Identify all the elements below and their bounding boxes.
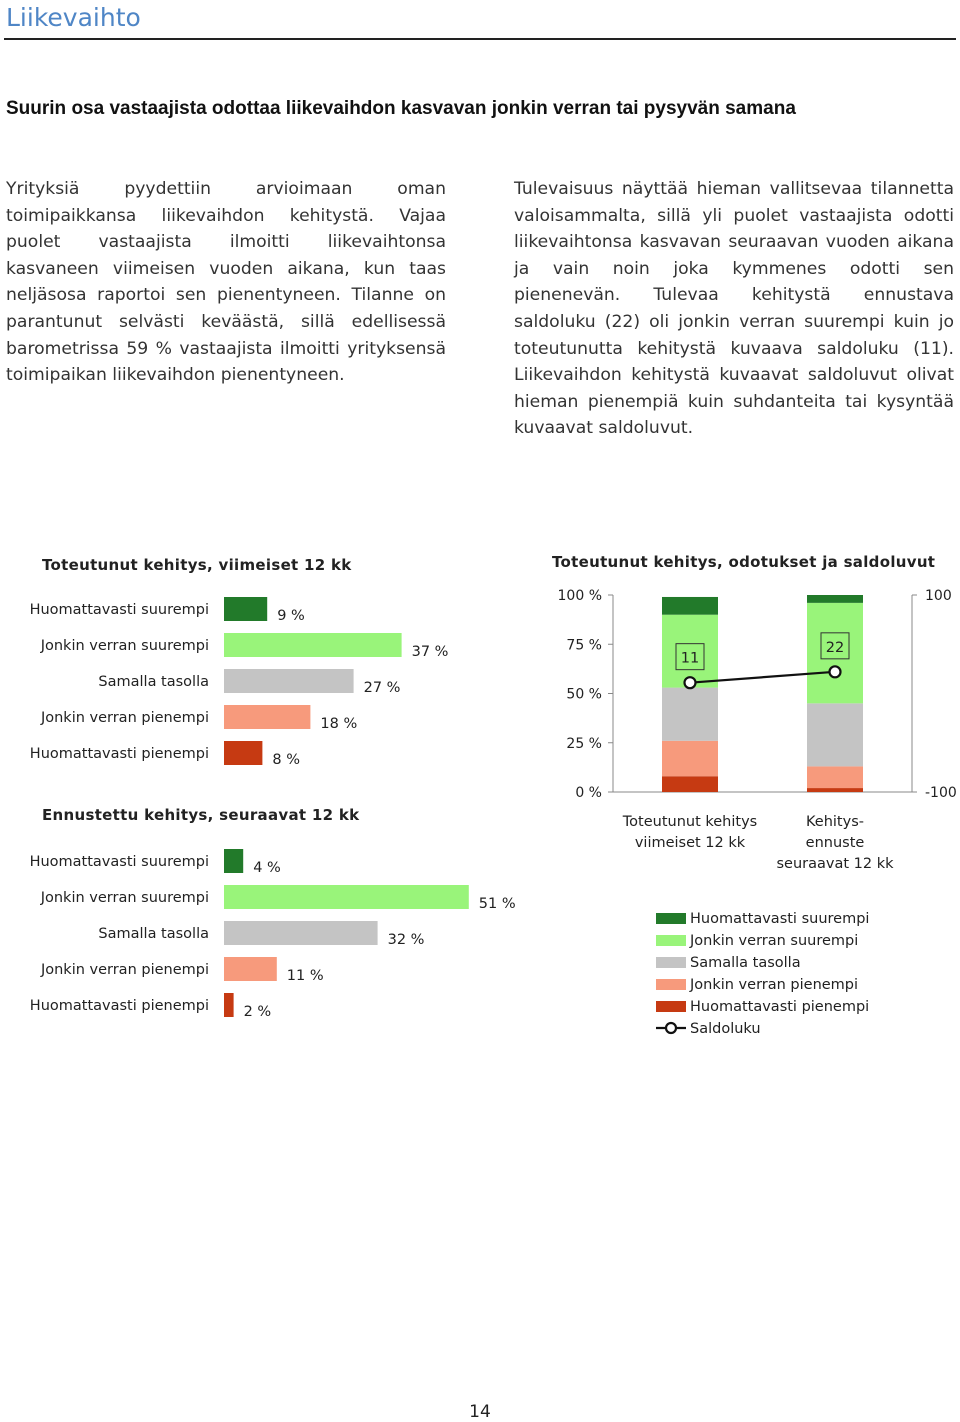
legend-label: Huomattavasti suurempi [690,911,869,927]
legend-swatch-jonkin-verran-pienempi [656,979,686,990]
stacked-y2-tick-label: 100 [925,588,952,604]
saldoluku-data-label: 22 [826,640,844,656]
title-rule [4,38,956,40]
hbar-category-label: Huomattavasti suurempi [30,602,209,618]
legend-label: Jonkin verran pienempi [689,977,858,993]
stacked-category-label: Kehitys- [806,814,864,830]
hbar-bar-samalla-tasolla [224,921,378,945]
hbar-value-label: 18 % [320,716,357,732]
stacked-segment-jonkin-verran-pienempi [807,766,863,789]
stacked-category-label: Toteutunut kehitys [622,814,757,830]
saldoluku-point [683,676,697,690]
hbar-value-label: 32 % [388,932,425,948]
hbar-bar-huomattavasti-suurempi [224,597,268,621]
hbar-bar-samalla-tasolla [224,669,354,693]
legend-label: Huomattavasti pienempi [690,999,869,1015]
hbar-bar-jonkin-verran-suurempi [224,633,402,657]
hbar-bar-huomattavasti-pienempi [224,741,263,765]
hbar-value-label: 4 % [253,860,281,876]
legend-label: Saldoluku [690,1021,761,1037]
hbar-bar-huomattavasti-pienempi [224,993,234,1017]
stacked-y-tick-label: 75 % [566,637,602,653]
hbar-category-label: Jonkin verran pienempi [40,710,209,726]
saldoluku-label-box [820,632,850,660]
hbar-value-label: 9 % [277,608,305,624]
hbar-bar-jonkin-verran-pienempi [224,957,277,981]
legend-marker-saldoluku [664,1021,678,1035]
legend-swatch-huomattavasti-pienempi [656,1001,686,1012]
stacked-segment-jonkin-verran-suurempi [807,602,863,704]
legend-swatch-samalla-tasolla [656,957,686,968]
stacked-segment-huomattavasti-suurempi [662,596,718,615]
stacked-segment-samalla-tasolla [662,687,718,741]
legend-label: Samalla tasolla [690,955,801,971]
stacked-y-tick-label: 100 % [558,588,602,604]
hbar-value-label: 27 % [364,680,401,696]
stacked-category-label: seuraavat 12 kk [776,856,894,872]
hbar-category-label: Samalla tasolla [98,926,209,942]
saldoluku-label-box [675,643,705,671]
stacked-segment-huomattavasti-pienempi [662,776,718,792]
headline: Suurin osa vastaajista odottaa liikevaih… [6,98,796,119]
stacked-segment-huomattavasti-suurempi [807,595,863,603]
stacked-segment-jonkin-verran-suurempi [662,614,718,688]
hbar-title-1: Ennustettu kehitys, seuraavat 12 kk [42,806,360,824]
legend-swatch-jonkin-verran-suurempi [656,935,686,946]
hbar-category-label: Huomattavasti pienempi [30,998,209,1014]
section-title: Liikevaihto [6,3,141,32]
hbar-value-label: 37 % [412,644,449,660]
hbar-bar-jonkin-verran-pienempi [224,705,311,729]
body-text-right: Tulevaisuus näyttää hieman vallitsevaa t… [514,179,954,439]
saldoluku-line [689,670,836,684]
hbar-value-label: 51 % [479,896,516,912]
hbar-title-0: Toteutunut kehitys, viimeiset 12 kk [42,556,352,574]
legend-label: Jonkin verran suurempi [689,933,858,949]
stacked-category-label: viimeiset 12 kk [635,835,746,851]
hbar-category-label: Jonkin verran pienempi [40,962,209,978]
legend-swatch-huomattavasti-suurempi [656,913,686,924]
stacked-segment-jonkin-verran-pienempi [662,740,718,777]
hbar-value-label: 8 % [272,752,300,768]
stacked-y-tick-label: 25 % [566,736,602,752]
hbar-category-label: Huomattavasti pienempi [30,746,209,762]
stacked-segment-samalla-tasolla [807,703,863,767]
stacked-y-tick-label: 50 % [566,687,602,703]
stacked-y2-tick-label: -100 [925,785,957,801]
saldoluku-data-label: 11 [681,651,699,667]
hbar-bar-jonkin-verran-suurempi [224,885,469,909]
hbar-category-label: Huomattavasti suurempi [30,854,209,870]
hbar-category-label: Samalla tasolla [98,674,209,690]
hbar-category-label: Jonkin verran suurempi [40,638,209,654]
stacked-category-label: ennuste [806,835,865,851]
hbar-value-label: 11 % [287,968,324,984]
hbar-category-label: Jonkin verran suurempi [40,890,209,906]
page-number: 14 [469,1402,491,1422]
hbar-value-label: 2 % [244,1004,272,1020]
saldoluku-point [828,665,842,679]
stacked-segment-huomattavasti-pienempi [807,788,863,792]
stacked-title: Toteutunut kehitys, odotukset ja saldolu… [552,553,935,571]
hbar-bar-huomattavasti-suurempi [224,849,244,873]
stacked-y-tick-label: 0 % [575,785,602,801]
body-text-left: Yrityksiä pyydettiin arvioimaan oman toi… [6,179,446,386]
